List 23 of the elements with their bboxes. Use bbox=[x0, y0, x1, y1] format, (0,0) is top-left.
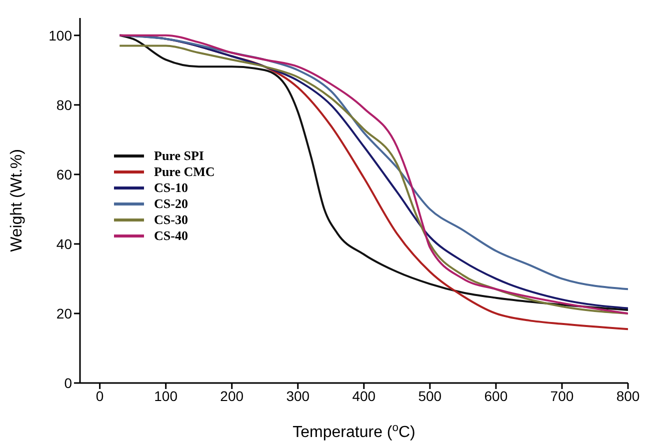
y-tick-label: 100 bbox=[48, 27, 72, 44]
x-tick-label: 200 bbox=[220, 388, 244, 404]
y-tick-label: 40 bbox=[56, 236, 72, 252]
legend-label: CS-40 bbox=[154, 228, 188, 244]
y-tick-label: 20 bbox=[56, 305, 72, 322]
x-tick-label: 600 bbox=[484, 388, 508, 404]
x-tick-label: 800 bbox=[616, 388, 640, 404]
y-axis-title: Weight (Wt.%) bbox=[8, 149, 26, 252]
x-tick-label: 500 bbox=[418, 388, 442, 404]
x-tick-label: 0 bbox=[96, 388, 104, 404]
legend-label: CS-20 bbox=[154, 196, 188, 212]
legend-label: CS-30 bbox=[154, 212, 188, 228]
x-axis-title: Temperature ($^{o}$C) bbox=[292, 422, 416, 441]
x-tick-label: 700 bbox=[550, 388, 574, 404]
y-tick-label: 0 bbox=[64, 374, 72, 391]
legend-label: Pure CMC bbox=[154, 164, 215, 180]
y-tick-label: 60 bbox=[56, 166, 72, 182]
legend-label: CS-10 bbox=[154, 180, 188, 196]
legend-label: Pure SPI bbox=[154, 148, 204, 164]
y-tick-label: 80 bbox=[56, 96, 72, 113]
x-tick-label: 400 bbox=[352, 388, 376, 404]
x-tick-label: 100 bbox=[154, 388, 178, 404]
x-tick-label: 300 bbox=[286, 388, 310, 404]
